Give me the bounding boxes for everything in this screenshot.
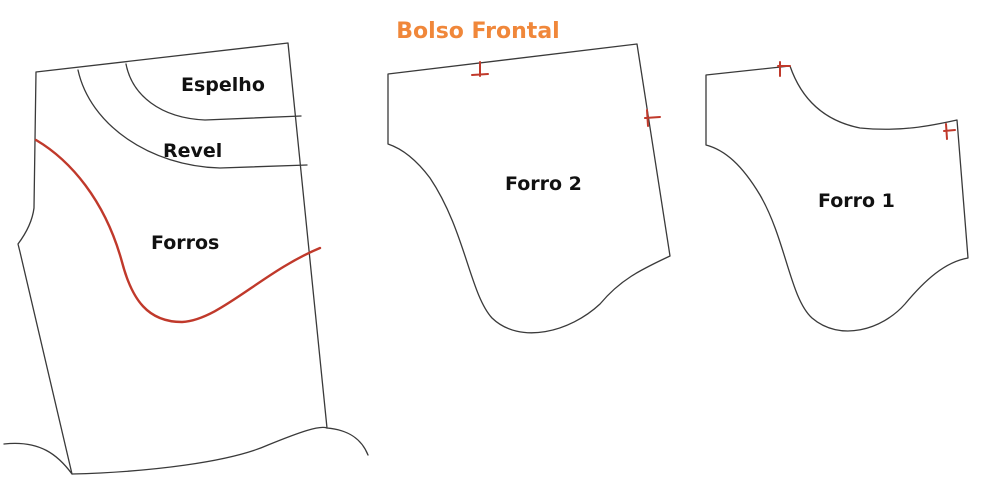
trouser-front-piece: Espelho Revel Forros [3, 42, 369, 475]
forro-2-mark-side [644, 109, 661, 127]
forro-2-outline [387, 43, 671, 334]
forro-2-piece: Forro 2 [387, 43, 671, 334]
forro-1-mark-top [777, 61, 791, 77]
label-espelho: Espelho [181, 74, 265, 96]
revel-line [77, 69, 308, 169]
label-forros: Forros [151, 232, 219, 254]
forro-1-mark-side [943, 123, 956, 140]
trouser-hem [71, 426, 328, 475]
forros-line [34, 138, 322, 324]
diagram-title: Bolso Frontal [396, 19, 559, 44]
label-forro-2: Forro 2 [505, 173, 582, 195]
forro-1-piece: Forro 1 [705, 61, 969, 332]
espelho-line [125, 63, 302, 121]
label-forro-1: Forro 1 [818, 190, 895, 212]
trouser-outline [3, 42, 369, 475]
forro-1-outline [705, 65, 969, 332]
label-revel: Revel [163, 140, 222, 162]
forro-2-mark-top [471, 61, 489, 77]
